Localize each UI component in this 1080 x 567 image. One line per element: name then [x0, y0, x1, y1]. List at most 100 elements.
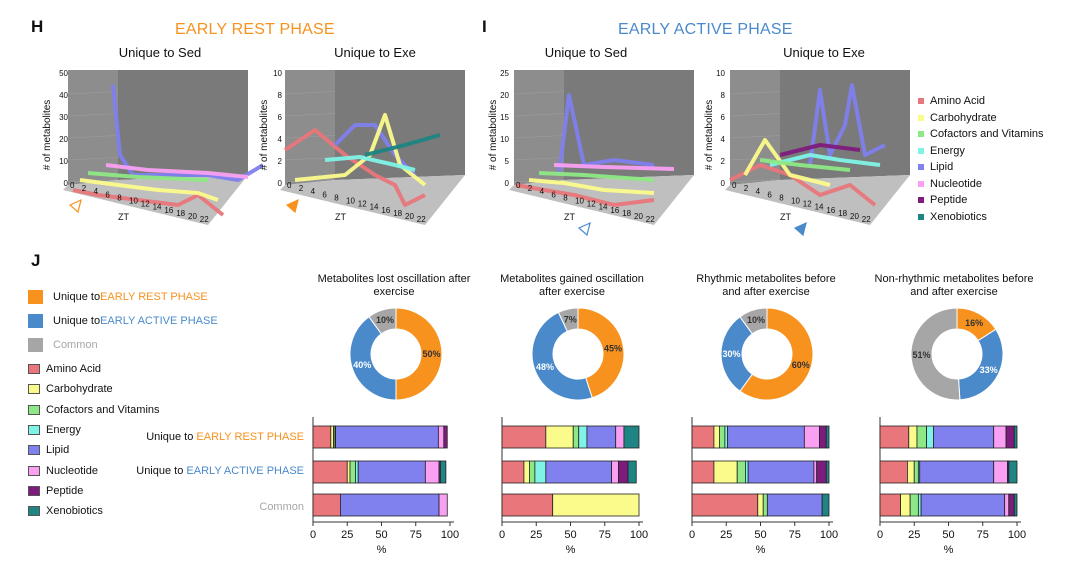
donut-slice-label: 50%	[422, 349, 440, 359]
bar-segment	[713, 460, 738, 484]
x-tick-label: 25	[341, 529, 353, 541]
x-tick-label: 20	[634, 212, 643, 221]
bar-segment	[586, 425, 617, 449]
y-tick-label: 20	[500, 91, 509, 100]
y-tick-label: 4	[721, 135, 726, 144]
donut-title-4: Non-rhythmic metabolites before and afte…	[874, 273, 1034, 298]
ribbon-line	[779, 143, 861, 157]
bar-segment	[1008, 493, 1015, 517]
legend-label: Nucleotide	[46, 464, 98, 477]
bar-segment	[691, 493, 759, 517]
floor	[63, 175, 248, 225]
x-tick-label: 2	[82, 184, 87, 193]
bar-segment	[534, 460, 547, 484]
legend-label: Xenobiotics	[46, 505, 103, 518]
legend-top-item: Energy	[918, 145, 965, 157]
side-wall	[68, 70, 118, 185]
bar-segment	[913, 460, 919, 484]
bar-segment	[335, 425, 439, 449]
ribbon-line	[553, 163, 675, 171]
bar-segment	[819, 425, 827, 449]
x-tick-label: 14	[815, 203, 824, 212]
donut-slice	[368, 307, 397, 335]
bar-segment	[1013, 493, 1018, 517]
legend-top-item: Carbohydrate	[918, 112, 997, 124]
ribbon-line	[743, 138, 831, 187]
y-tick-label: 15	[500, 113, 509, 122]
line3d-subtitle-3: Unique to Sed	[544, 45, 628, 60]
bar-segment	[762, 493, 768, 517]
y-tick-label: 10	[716, 69, 725, 78]
legend-swatch	[28, 314, 43, 328]
x-tick-label: 14	[153, 203, 162, 212]
x-tick-label: 20	[850, 212, 859, 221]
legend-label: Carbohydrate	[46, 383, 113, 396]
x-tick-label: 20	[188, 212, 197, 221]
legend-phase: EARLY REST PHASE	[100, 291, 208, 303]
donut-and-bar-charts: 50% 40% 10% 0 25 50 75 100% 45% 48% 7% 0 25 50 75 100% 6…	[310, 307, 1026, 556]
x-tick-label: 4	[311, 187, 316, 196]
legend-top-item: Xenobiotics	[918, 211, 987, 223]
bar-segment	[825, 460, 830, 484]
legend-swatch	[28, 506, 40, 517]
x-tick-label: 50	[754, 529, 766, 541]
bar-segment	[727, 425, 805, 449]
panel-letter-j: J	[31, 251, 41, 270]
legend-label: Lipid	[46, 444, 70, 457]
ribbon-line	[515, 183, 655, 207]
legend-swatch	[918, 197, 924, 203]
legend-top-item: Lipid	[918, 161, 953, 173]
bar-segment	[813, 460, 818, 484]
line3d-subtitle-1: Unique to Sed	[118, 45, 202, 60]
ribbon-line	[528, 178, 655, 195]
legend-label: Energy	[930, 144, 965, 157]
x-tick-label: 12	[803, 200, 812, 209]
bar-segment	[545, 425, 574, 449]
y-tick-label: 10	[273, 69, 282, 78]
side-wall	[730, 70, 780, 185]
y-tick-label: 30	[59, 113, 68, 122]
x-tick-label: 100	[441, 529, 459, 541]
bar-segment	[900, 493, 911, 517]
y-tick-label: 8	[721, 91, 726, 100]
y-tick-label: 25	[500, 69, 509, 78]
x-tick-label: 22	[646, 215, 655, 224]
x-tick-label: 8	[563, 193, 568, 202]
ribbon-line	[72, 188, 225, 217]
x-tick-label: 0	[70, 181, 75, 190]
bar-segment	[1005, 425, 1015, 449]
legend-category-item: Lipid	[28, 444, 69, 456]
y-tick-label: 6	[278, 113, 283, 122]
grid-line	[513, 113, 565, 117]
bar-segment	[501, 425, 547, 449]
x-tick-label: 10	[346, 197, 355, 206]
grid-line	[513, 91, 565, 95]
bar-segment	[312, 460, 348, 484]
bar-segment	[757, 493, 764, 517]
grid-line	[67, 91, 119, 95]
y-tick-label: 6	[721, 113, 726, 122]
x-axis-label: ZT	[564, 212, 575, 222]
bar-segment	[330, 425, 334, 449]
x-tick-label: 25	[720, 529, 732, 541]
bar-segment	[917, 493, 922, 517]
donut-slice	[739, 307, 768, 335]
legend-label: Nucleotide	[930, 177, 982, 190]
row-label-active: Unique to EARLY ACTIVE PHASE	[136, 465, 304, 477]
x-tick-label: 12	[358, 200, 367, 209]
x-tick-label: 100	[820, 529, 838, 541]
bar-segment	[355, 460, 359, 484]
x-tick-label: 8	[334, 193, 339, 202]
bar-segment	[424, 460, 440, 484]
legend-label: Xenobiotics	[930, 210, 987, 223]
y-tick-label: 0	[278, 179, 283, 188]
y-tick-label: 2	[278, 157, 283, 166]
x-tick-label: 10	[791, 197, 800, 206]
y-tick-label: 50	[59, 69, 68, 78]
bar-segment	[926, 425, 934, 449]
bar-segment	[1004, 493, 1010, 517]
grid-line	[67, 135, 119, 139]
grid-line	[67, 113, 119, 117]
bar-segment	[618, 460, 629, 484]
